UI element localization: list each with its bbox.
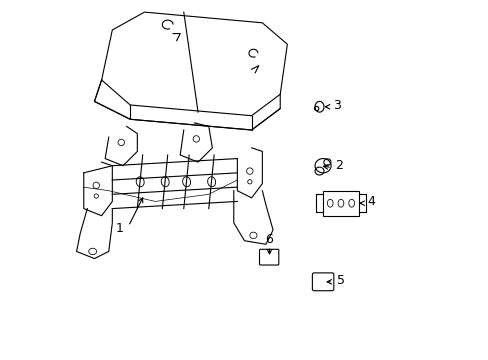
Text: 6: 6	[264, 233, 272, 246]
Text: 2: 2	[335, 159, 343, 172]
Text: 5: 5	[336, 274, 344, 287]
Text: 1: 1	[116, 222, 123, 235]
Text: 4: 4	[367, 195, 375, 208]
Text: 3: 3	[332, 99, 340, 112]
